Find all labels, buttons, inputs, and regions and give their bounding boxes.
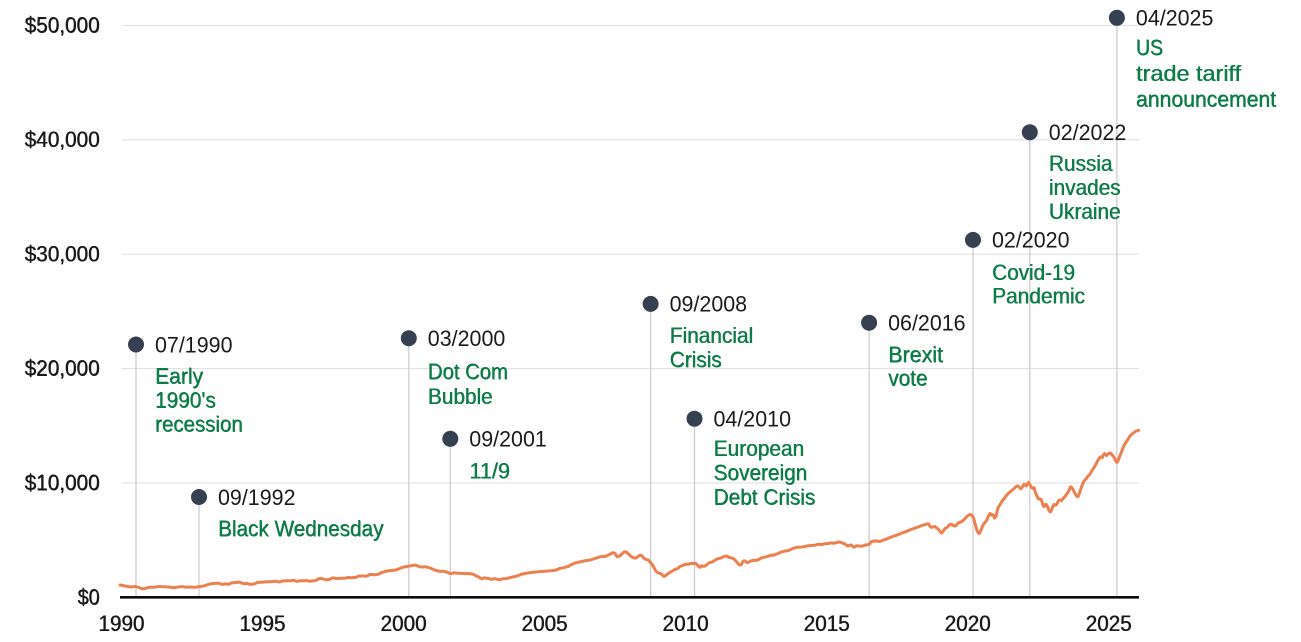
svg-text:Pandemic: Pandemic bbox=[992, 283, 1085, 308]
svg-text:1990: 1990 bbox=[98, 611, 144, 636]
svg-text:$30,000: $30,000 bbox=[25, 242, 100, 267]
svg-text:Dot Com: Dot Com bbox=[428, 359, 508, 384]
svg-text:announcement: announcement bbox=[1136, 87, 1276, 112]
svg-text:trade tariff: trade tariff bbox=[1136, 61, 1242, 86]
svg-text:invades: invades bbox=[1049, 175, 1121, 200]
svg-text:1990's: 1990's bbox=[156, 388, 217, 413]
svg-text:Financial: Financial bbox=[670, 323, 753, 348]
svg-text:2015: 2015 bbox=[804, 611, 850, 636]
svg-text:1990: 1990 bbox=[99, 611, 145, 636]
svg-text:09/1992: 09/1992 bbox=[218, 485, 296, 510]
svg-text:$0: $0 bbox=[78, 585, 100, 610]
svg-text:$0: $0 bbox=[78, 585, 100, 610]
svg-text:Russia: Russia bbox=[1049, 151, 1113, 176]
svg-text:announcement: announcement bbox=[1136, 87, 1276, 112]
svg-text:Covid-19: Covid-19 bbox=[992, 260, 1075, 285]
svg-text:2000: 2000 bbox=[381, 611, 427, 636]
svg-text:US: US bbox=[1136, 36, 1163, 61]
svg-text:Financial: Financial bbox=[670, 323, 753, 348]
svg-text:06/2016: 06/2016 bbox=[888, 311, 966, 336]
svg-text:Covid-19: Covid-19 bbox=[993, 260, 1076, 285]
svg-text:11/9: 11/9 bbox=[469, 458, 510, 483]
svg-text:Dot Com: Dot Com bbox=[428, 360, 508, 385]
svg-text:09/2001: 09/2001 bbox=[469, 427, 547, 452]
svg-text:$10,000: $10,000 bbox=[25, 470, 100, 495]
svg-text:vote: vote bbox=[889, 366, 928, 391]
svg-text:02/2022: 02/2022 bbox=[1049, 120, 1127, 145]
svg-text:Early: Early bbox=[156, 364, 204, 389]
svg-text:Sovereign: Sovereign bbox=[714, 460, 808, 485]
svg-text:Brexit: Brexit bbox=[889, 342, 944, 367]
svg-text:2005: 2005 bbox=[521, 611, 567, 636]
svg-text:$10,000: $10,000 bbox=[25, 470, 100, 495]
svg-text:Crisis: Crisis bbox=[670, 347, 722, 372]
svg-text:European: European bbox=[714, 436, 805, 461]
svg-text:2020: 2020 bbox=[945, 611, 991, 636]
svg-text:Sovereign: Sovereign bbox=[714, 461, 808, 486]
svg-text:Black Wednesday: Black Wednesday bbox=[219, 516, 384, 541]
svg-text:02/2020: 02/2020 bbox=[992, 228, 1070, 253]
svg-text:2025: 2025 bbox=[1086, 611, 1132, 636]
svg-text:$30,000: $30,000 bbox=[25, 241, 100, 266]
svg-text:11/9: 11/9 bbox=[470, 459, 511, 484]
svg-text:trade tariff: trade tariff bbox=[1136, 61, 1242, 86]
svg-text:03/2000: 03/2000 bbox=[428, 326, 506, 351]
svg-text:2000: 2000 bbox=[380, 611, 426, 636]
svg-text:Bubble: Bubble bbox=[428, 384, 493, 409]
svg-text:2015: 2015 bbox=[804, 611, 850, 636]
svg-text:09/2008: 09/2008 bbox=[670, 292, 748, 317]
svg-text:Early: Early bbox=[155, 364, 203, 389]
svg-text:Black Wednesday: Black Wednesday bbox=[218, 516, 383, 541]
svg-text:recession: recession bbox=[155, 412, 243, 437]
svg-text:US: US bbox=[1136, 35, 1163, 60]
svg-text:Debt Crisis: Debt Crisis bbox=[714, 485, 816, 510]
svg-text:07/1990: 07/1990 bbox=[155, 332, 233, 357]
svg-text:2010: 2010 bbox=[663, 611, 709, 636]
svg-text:$20,000: $20,000 bbox=[25, 356, 100, 381]
svg-text:invades: invades bbox=[1049, 175, 1121, 200]
svg-text:$40,000: $40,000 bbox=[25, 127, 100, 152]
svg-text:Pandemic: Pandemic bbox=[993, 284, 1086, 309]
svg-text:vote: vote bbox=[888, 366, 927, 391]
svg-text:Ukraine: Ukraine bbox=[1049, 199, 1121, 224]
svg-text:European: European bbox=[714, 436, 805, 461]
svg-text:Bubble: Bubble bbox=[428, 384, 493, 409]
svg-text:$20,000: $20,000 bbox=[25, 356, 100, 381]
svg-text:Ukraine: Ukraine bbox=[1049, 199, 1121, 224]
svg-text:recession: recession bbox=[156, 412, 244, 437]
svg-text:Russia: Russia bbox=[1049, 151, 1113, 176]
svg-text:Debt Crisis: Debt Crisis bbox=[714, 485, 816, 510]
svg-text:2010: 2010 bbox=[662, 611, 708, 636]
svg-text:1990's: 1990's bbox=[155, 388, 216, 413]
svg-text:Brexit: Brexit bbox=[888, 342, 943, 367]
svg-text:1995: 1995 bbox=[239, 611, 285, 636]
svg-text:2020: 2020 bbox=[945, 611, 991, 636]
svg-text:$40,000: $40,000 bbox=[25, 127, 100, 152]
svg-text:$50,000: $50,000 bbox=[25, 13, 100, 38]
svg-text:1995: 1995 bbox=[240, 611, 286, 636]
svg-text:04/2010: 04/2010 bbox=[714, 407, 792, 432]
svg-text:$50,000: $50,000 bbox=[25, 13, 100, 38]
svg-text:2025: 2025 bbox=[1086, 611, 1132, 636]
svg-text:04/2025: 04/2025 bbox=[1136, 6, 1214, 31]
svg-text:Crisis: Crisis bbox=[670, 348, 722, 373]
svg-text:2005: 2005 bbox=[522, 611, 568, 636]
